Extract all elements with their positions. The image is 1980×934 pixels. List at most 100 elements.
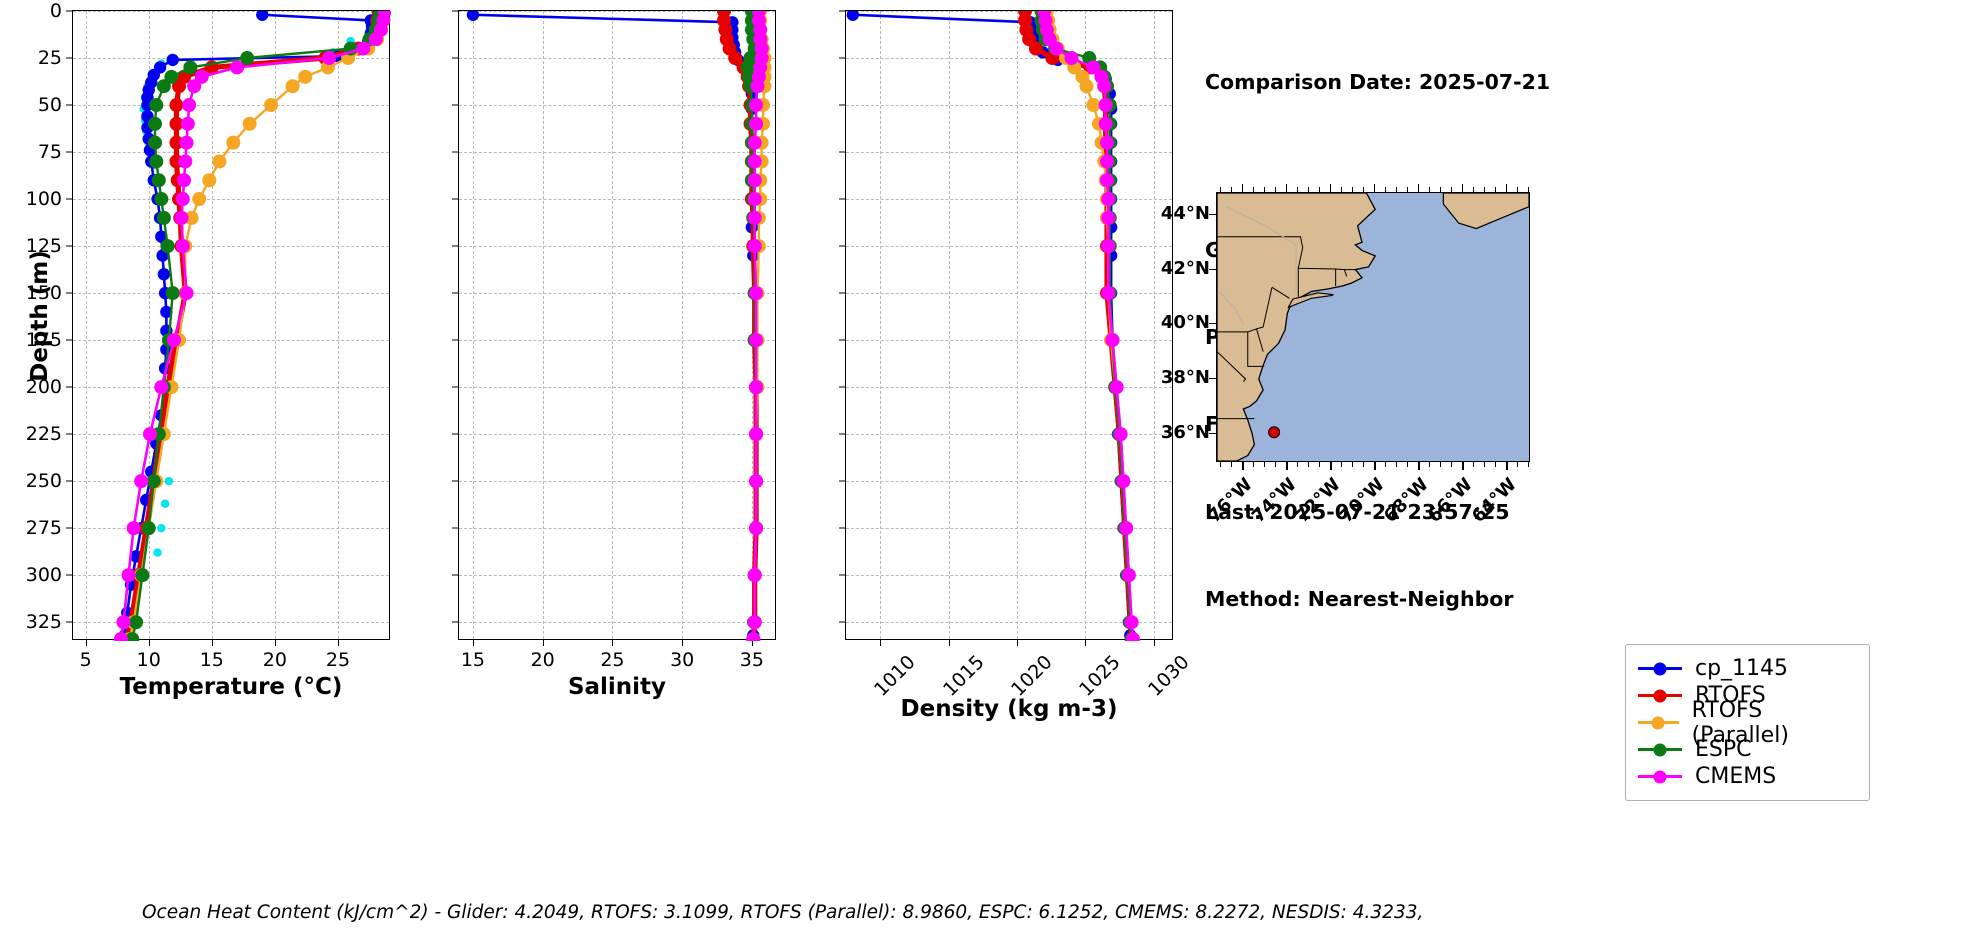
map-minor-tick (1396, 187, 1398, 192)
legend-line-swatch (1638, 662, 1682, 675)
y-tick-label: 0 (49, 0, 62, 22)
x-gridline (1153, 11, 1155, 639)
y-gridline (846, 528, 1172, 530)
legend-item-cmems[interactable]: CMEMS (1638, 763, 1853, 790)
legend-item-cp-1145[interactable]: cp_1145 (1638, 655, 1853, 682)
y-tick-mark (839, 386, 846, 388)
x-tick-mark (472, 639, 474, 646)
legend-item-rtofs[interactable]: RTOFS (1638, 682, 1853, 709)
map-minor-tick (1374, 462, 1376, 470)
river-line (1218, 291, 1244, 325)
y-tick-mark (839, 480, 846, 482)
legend-line-swatch (1638, 770, 1682, 783)
x-tick-mark (1153, 639, 1155, 646)
y-tick-mark (452, 480, 459, 482)
map-minor-tick (1407, 187, 1409, 192)
y-tick-mark (839, 10, 846, 12)
y-tick-mark (839, 198, 846, 200)
long-island-polygon (1287, 292, 1334, 309)
series-marker (242, 116, 257, 131)
series-marker (178, 154, 193, 169)
y-gridline (459, 152, 775, 154)
map-minor-tick (1385, 462, 1387, 467)
x-tick-mark (612, 639, 614, 646)
series-marker (1113, 427, 1128, 442)
map-minor-tick (1484, 187, 1486, 192)
series-marker (212, 154, 227, 169)
x-gridline (612, 11, 614, 639)
map-minor-tick (1484, 462, 1486, 467)
y-gridline (459, 199, 775, 201)
method: Method: Nearest-Neighbor (1205, 587, 1514, 612)
x-gridline (880, 11, 882, 639)
y-gridline (459, 387, 775, 389)
series-marker (149, 98, 164, 113)
map-minor-tick (1429, 462, 1431, 467)
series-marker (113, 632, 128, 641)
river-line (1225, 206, 1297, 292)
y-gridline (73, 340, 389, 342)
map-minor-tick (1341, 187, 1343, 192)
series-marker (1086, 98, 1101, 113)
location-map[interactable] (1216, 192, 1530, 462)
y-gridline (846, 481, 1172, 483)
series-marker (116, 615, 131, 630)
legend-item-espc[interactable]: ESPC (1638, 736, 1853, 763)
x-tick-mark (948, 639, 950, 646)
y-tick-mark (66, 480, 73, 482)
x-tick-label: 20 (530, 649, 555, 671)
series-marker (747, 568, 762, 583)
salinity-panel: 15 20 25 30 35 Salinity (452, 10, 776, 700)
y-tick-mark (839, 527, 846, 529)
map-minor-tick (1275, 187, 1277, 192)
series-marker (747, 615, 762, 630)
series-marker (169, 135, 184, 150)
glider-location-marker[interactable] (1268, 426, 1281, 439)
x-tick-mark (1016, 639, 1018, 646)
map-minor-tick (1440, 462, 1442, 467)
y-gridline (73, 481, 389, 483)
x-tick-label: 25 (325, 649, 351, 671)
y-gridline (846, 246, 1172, 248)
series-marker (194, 69, 209, 84)
y-tick-mark (66, 574, 73, 576)
series-marker (166, 333, 181, 348)
y-gridline (73, 575, 389, 577)
y-tick-mark (839, 292, 846, 294)
map-lat-tick (1209, 323, 1216, 325)
map-minor-tick (1462, 462, 1464, 470)
y-tick-mark (452, 57, 459, 59)
y-tick-mark (66, 433, 73, 435)
series-marker (749, 116, 764, 131)
series-marker (1105, 333, 1120, 348)
y-gridline (459, 481, 775, 483)
series-marker (177, 173, 192, 188)
map-minor-tick (1517, 187, 1518, 192)
legend-item-rtofs-parallel[interactable]: RTOFS (Parallel) (1638, 698, 1853, 748)
series-marker (230, 60, 245, 75)
y-tick-label: 225 (25, 423, 62, 446)
x-tick-mark (682, 639, 684, 646)
y-tick-mark (66, 245, 73, 247)
y-tick-label: 150 (25, 282, 62, 305)
series-marker (749, 521, 764, 536)
series-marker (747, 135, 762, 150)
density-axis-label: Density (kg m-3) (900, 696, 1118, 722)
x-tick-mark (338, 639, 339, 646)
y-tick-mark (66, 339, 73, 341)
temperature-axis-label: Temperature (°C) (119, 674, 343, 700)
y-tick-label: 250 (25, 470, 62, 493)
legend-label: CMEMS (1695, 764, 1777, 789)
series-marker (192, 192, 207, 207)
x-tick-label: 35 (739, 649, 764, 671)
series-marker (747, 210, 762, 225)
y-tick-mark (66, 292, 73, 294)
series-marker (157, 268, 171, 281)
map-minor-tick (1275, 462, 1277, 467)
series-marker (256, 11, 269, 21)
series-legend: cp_1145 RTOFS RTOFS (Parallel) ESPC CMEMS (1625, 644, 1870, 801)
map-minor-tick (1506, 462, 1508, 470)
map-minor-tick (1473, 462, 1475, 467)
series-marker (184, 210, 199, 225)
y-gridline (73, 622, 389, 624)
